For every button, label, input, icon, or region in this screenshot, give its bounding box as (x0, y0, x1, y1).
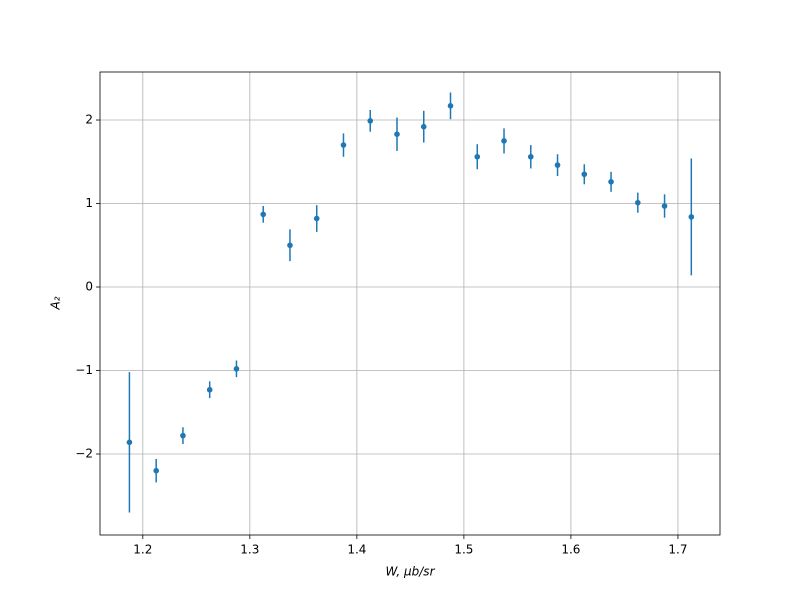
y-tick-label: 0 (85, 280, 93, 294)
data-point (635, 199, 641, 206)
data-point (554, 162, 561, 168)
data-point (340, 142, 347, 148)
data-point (501, 138, 507, 144)
data-point (260, 211, 267, 218)
data-point (608, 179, 614, 185)
x-tick-label: 1.3 (240, 543, 259, 557)
y-tick-label: 1 (85, 196, 93, 210)
x-tick-label: 1.7 (668, 543, 687, 557)
data-point (474, 153, 481, 160)
y-axis-label: A₂ (49, 296, 63, 310)
data-point (313, 215, 320, 222)
data-point (206, 386, 213, 393)
y-tick-label: −1 (75, 363, 93, 377)
plot-frame (99, 71, 721, 536)
data-point (233, 366, 240, 372)
data-point (447, 103, 454, 109)
data-point (287, 242, 293, 249)
y-tick-label: 2 (85, 113, 93, 127)
x-tick-label: 1.4 (347, 543, 366, 557)
x-axis-label: W, μb/sr (386, 565, 436, 579)
data-point (661, 203, 668, 209)
x-tick-label: 1.2 (133, 543, 152, 557)
data-point (394, 131, 400, 138)
data-point (527, 153, 534, 160)
data-point (420, 123, 427, 130)
data-point (126, 439, 133, 446)
data-point (153, 467, 159, 474)
data-point (367, 118, 374, 124)
y-tick-label: −2 (75, 447, 93, 461)
x-tick-label: 1.5 (454, 543, 473, 557)
data-point (180, 432, 186, 439)
data-point (581, 171, 588, 178)
data-point (688, 214, 695, 220)
x-tick-label: 1.6 (561, 543, 580, 557)
